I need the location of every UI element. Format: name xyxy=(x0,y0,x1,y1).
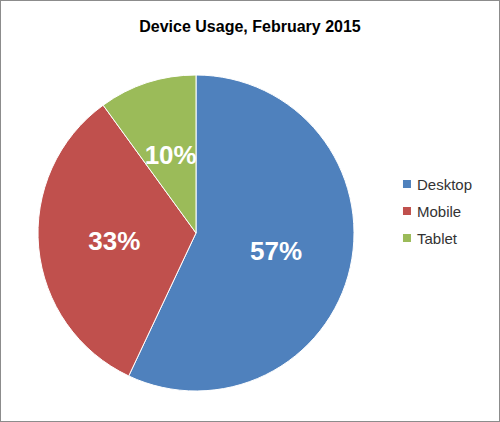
svg-text:57%: 57% xyxy=(250,236,302,266)
svg-text:10%: 10% xyxy=(145,140,197,170)
svg-text:Tablet: Tablet xyxy=(417,230,458,247)
svg-text:Device Usage, February 2015: Device Usage, February 2015 xyxy=(139,18,361,35)
svg-text:33%: 33% xyxy=(88,226,140,256)
svg-text:Mobile: Mobile xyxy=(417,203,461,220)
svg-text:Desktop: Desktop xyxy=(417,176,472,193)
